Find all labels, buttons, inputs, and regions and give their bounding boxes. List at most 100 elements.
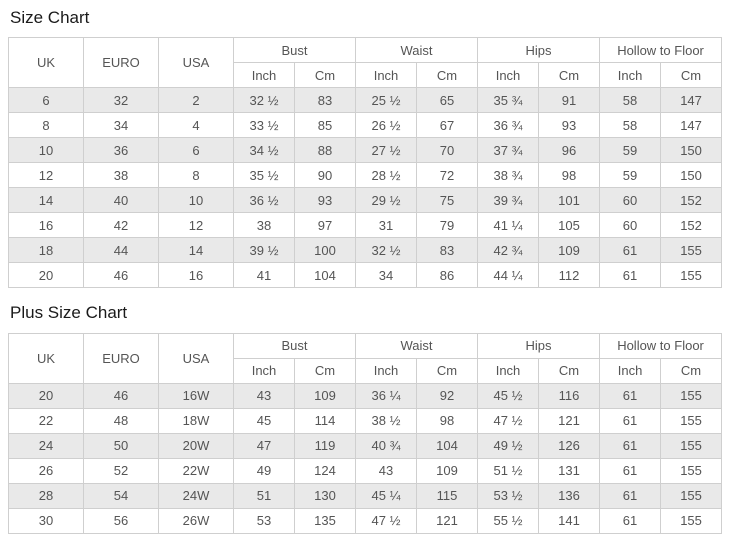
table-cell: 50 xyxy=(83,432,159,459)
table-cell: 121 xyxy=(538,407,601,434)
table-cell: 65 xyxy=(416,87,479,114)
table-cell: 105 xyxy=(538,212,601,239)
table-cell: 97 xyxy=(293,212,357,239)
table-cell: 124 xyxy=(293,457,357,484)
table-cell: 28 ½ xyxy=(355,162,418,189)
table-cell: 43 xyxy=(355,457,418,484)
unit-header: Cm xyxy=(416,357,479,384)
column-header: USA xyxy=(158,37,234,89)
table-cell: 24 xyxy=(8,432,84,459)
column-group-header: Waist xyxy=(355,332,479,359)
table-row: 20 46 16 41 104 34 86 44 ¼ 112 61 155 xyxy=(8,262,723,289)
table-cell: 40 ¾ xyxy=(355,432,418,459)
table-cell: 38 xyxy=(233,212,295,239)
table-cell: 16 xyxy=(8,212,84,239)
table-cell: 52 xyxy=(83,457,159,484)
column-header: USA xyxy=(158,332,234,384)
table-cell: 130 xyxy=(293,482,357,509)
column-group-header: Waist xyxy=(355,37,479,64)
table-cell: 26 ½ xyxy=(355,112,418,139)
table-cell: 54 xyxy=(83,482,159,509)
table-cell: 88 xyxy=(293,137,357,164)
table-cell: 41 ¼ xyxy=(477,212,540,239)
table-cell: 6 xyxy=(158,137,234,164)
table-cell: 61 xyxy=(599,507,662,534)
table-row: 14 40 10 36 ½ 93 29 ½ 75 39 ¾ 101 60 152 xyxy=(8,187,723,214)
table-cell: 109 xyxy=(416,457,479,484)
table-body: 20 46 16W 43 109 36 ¼ 92 45 ½ 116 61 155 22 48 18W 45 1… xyxy=(8,382,723,534)
plus-size-chart-section: Plus Size Chart UK EURO USA Bust Waist Hips Ho… xyxy=(8,303,723,534)
table-cell: 10 xyxy=(158,187,234,214)
table-cell: 45 ¼ xyxy=(355,482,418,509)
table-cell: 109 xyxy=(538,237,601,264)
table-cell: 61 xyxy=(599,457,662,484)
table-row: 12 38 8 35 ½ 90 28 ½ 72 38 ¾ 98 59 150 xyxy=(8,162,723,189)
table-cell: 32 ½ xyxy=(355,237,418,264)
table-header: UK EURO USA Bust Waist Hips Hollow to Floor Inc… xyxy=(8,37,723,89)
table-cell: 32 ½ xyxy=(233,87,295,114)
table-cell: 35 ½ xyxy=(233,162,295,189)
table-cell: 155 xyxy=(660,382,723,409)
table-cell: 75 xyxy=(416,187,479,214)
table-cell: 147 xyxy=(660,112,723,139)
table-cell: 83 xyxy=(416,237,479,264)
table-header: UK EURO USA Bust Waist Hips Hollow to Floor Inc… xyxy=(8,332,723,384)
table-cell: 28 xyxy=(8,482,84,509)
table-cell: 36 ¾ xyxy=(477,112,540,139)
table-cell: 16W xyxy=(158,382,234,409)
table-row: 24 50 20W 47 119 40 ¾ 104 49 ½ 126 61 155 xyxy=(8,432,723,459)
unit-header: Cm xyxy=(660,357,723,384)
table-row: 16 42 12 38 97 31 79 41 ¼ 105 60 152 xyxy=(8,212,723,239)
table-cell: 31 xyxy=(355,212,418,239)
table-cell: 61 xyxy=(599,382,662,409)
table-cell: 18 xyxy=(8,237,84,264)
table-cell: 152 xyxy=(660,187,723,214)
unit-header: Cm xyxy=(538,357,601,384)
table-cell: 155 xyxy=(660,432,723,459)
unit-header: Inch xyxy=(477,62,540,89)
table-cell: 12 xyxy=(158,212,234,239)
table-cell: 49 ½ xyxy=(477,432,540,459)
table-cell: 14 xyxy=(8,187,84,214)
table-row: 22 48 18W 45 114 38 ½ 98 47 ½ 121 61 155 xyxy=(8,407,723,434)
unit-header: Cm xyxy=(416,62,479,89)
table-cell: 10 xyxy=(8,137,84,164)
table-cell: 51 xyxy=(233,482,295,509)
table-cell: 152 xyxy=(660,212,723,239)
header-row-units: Inch Cm Inch Cm Inch Cm Inch Cm xyxy=(9,62,723,89)
table-cell: 40 xyxy=(83,187,159,214)
unit-header: Inch xyxy=(599,62,662,89)
unit-header: Cm xyxy=(293,62,357,89)
table-cell: 92 xyxy=(416,382,479,409)
table-row: 6 32 2 32 ½ 83 25 ½ 65 35 ¾ 91 58 147 xyxy=(8,87,723,114)
table-cell: 114 xyxy=(293,407,357,434)
column-group-header: Bust xyxy=(232,37,357,64)
table-cell: 45 ½ xyxy=(477,382,540,409)
table-cell: 48 xyxy=(83,407,159,434)
table-cell: 91 xyxy=(538,87,601,114)
table-cell: 32 xyxy=(83,87,159,114)
table-cell: 18W xyxy=(158,407,234,434)
column-header: EURO xyxy=(83,332,159,384)
table-cell: 35 ¾ xyxy=(477,87,540,114)
table-cell: 155 xyxy=(660,407,723,434)
unit-header: Cm xyxy=(660,62,723,89)
table-cell: 135 xyxy=(293,507,357,534)
table-cell: 44 xyxy=(83,237,159,264)
table-cell: 155 xyxy=(660,507,723,534)
table-cell: 147 xyxy=(660,87,723,114)
table-cell: 131 xyxy=(538,457,601,484)
table-cell: 25 ½ xyxy=(355,87,418,114)
table-cell: 43 xyxy=(233,382,295,409)
table-cell: 58 xyxy=(599,87,662,114)
table-cell: 34 xyxy=(83,112,159,139)
table-cell: 150 xyxy=(660,162,723,189)
table-cell: 38 ½ xyxy=(355,407,418,434)
table-cell: 59 xyxy=(599,137,662,164)
table-cell: 20 xyxy=(8,262,84,289)
column-group-header: Hollow to Floor xyxy=(599,37,723,64)
table-cell: 29 ½ xyxy=(355,187,418,214)
table-cell: 49 xyxy=(233,457,295,484)
size-chart-section: Size Chart UK EURO USA Bust Waist Hips Hollow … xyxy=(8,8,723,289)
